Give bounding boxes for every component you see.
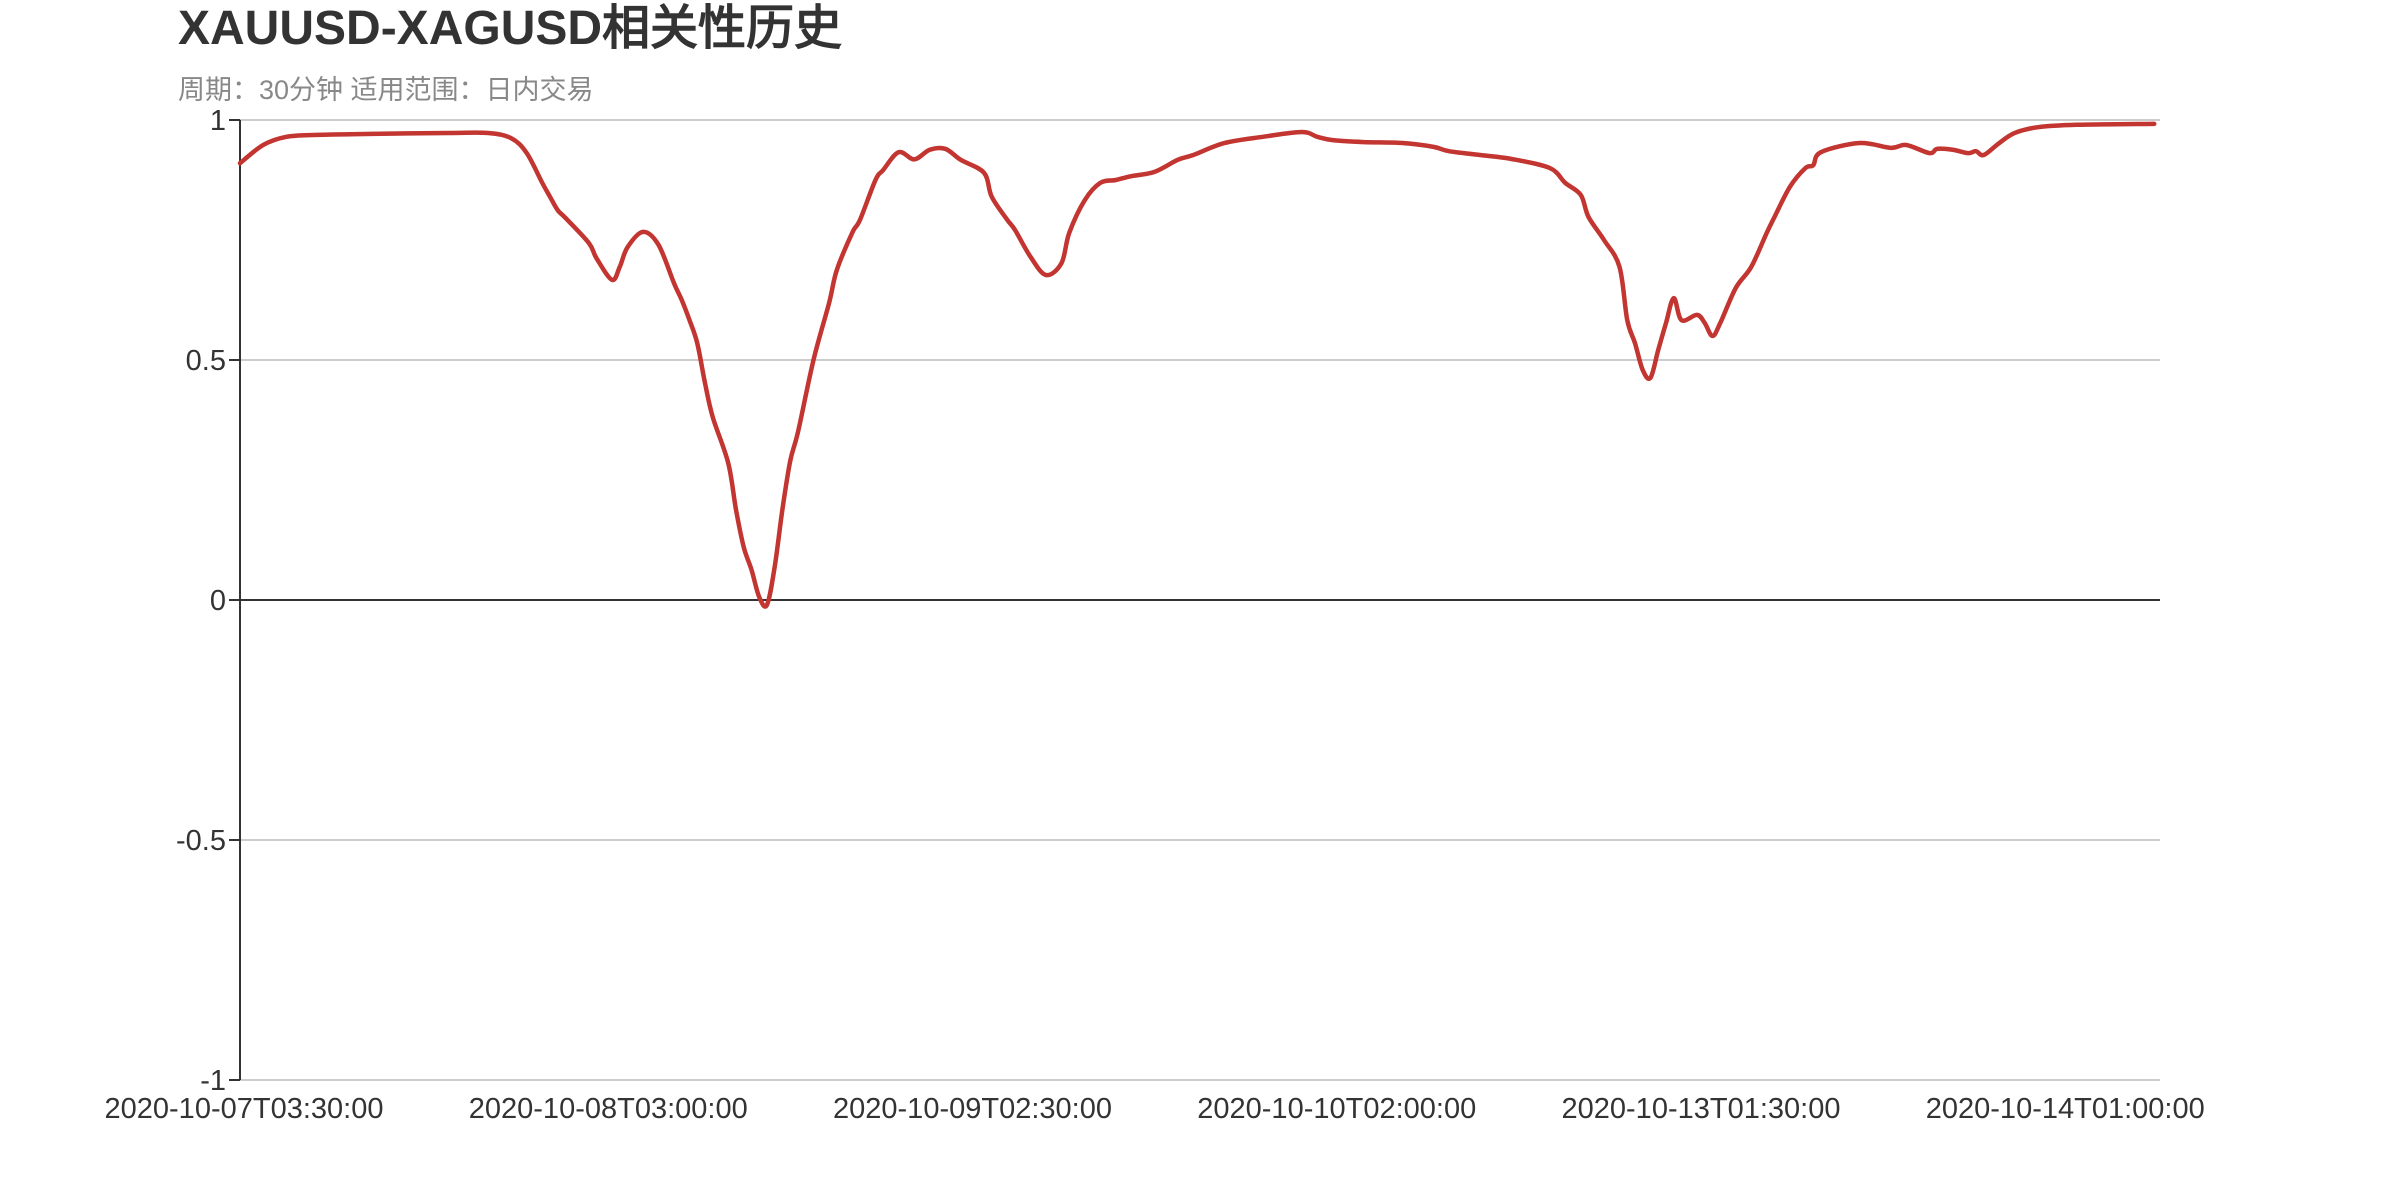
y-tick-label: 0.5: [186, 345, 226, 377]
gridlines: [240, 119, 2160, 1081]
x-tick-label: 2020-10-08T03:00:00: [469, 1093, 748, 1125]
x-axis: 2020-10-07T03:30:00 2020-10-08T03:00:00 20…: [105, 599, 2205, 1125]
x-tick-label: 2020-10-14T01:00:00: [1926, 1093, 2205, 1125]
x-tick-label: 2020-10-09T02:30:00: [833, 1093, 1112, 1125]
chart-subtitle: 周期：30分钟 适用范围：日内交易: [178, 75, 594, 105]
chart-title: XAUUSD-XAGUSD相关性历史: [178, 2, 842, 55]
x-tick-label: 2020-10-10T02:00:00: [1197, 1093, 1476, 1125]
y-tick-label: 1: [210, 105, 226, 137]
y-tick-label: -0.5: [176, 825, 226, 857]
y-tick-label: -1: [200, 1065, 226, 1097]
x-tick-label: 2020-10-07T03:30:00: [105, 1093, 384, 1125]
series-line-correlation: [237, 121, 2157, 609]
y-axis: 1 0.5 0 -0.5 -1: [176, 105, 241, 1097]
x-tick-label: 2020-10-13T01:30:00: [1562, 1093, 1841, 1125]
y-tick-label: 0: [210, 585, 226, 617]
